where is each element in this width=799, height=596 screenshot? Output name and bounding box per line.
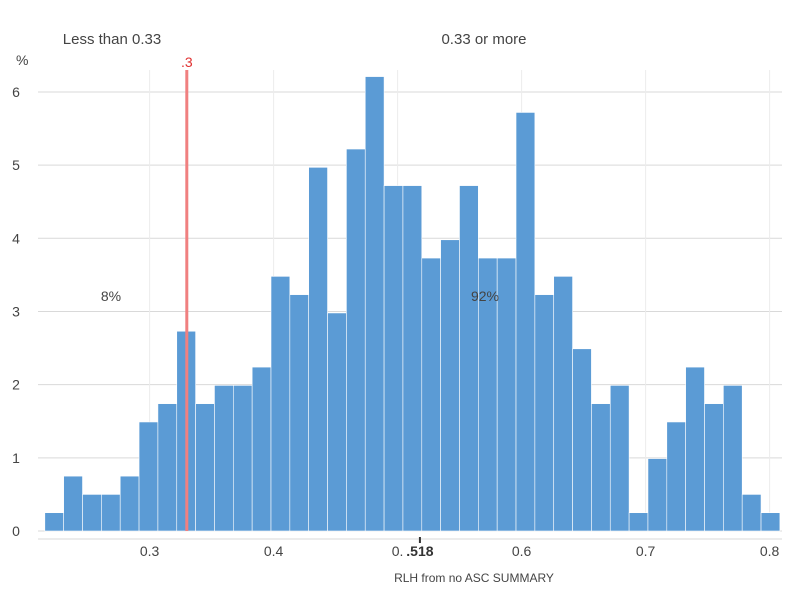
histogram-bar bbox=[572, 348, 592, 532]
y-tick-label: 5 bbox=[12, 157, 20, 173]
x-axis-title: RLH from no ASC SUMMARY bbox=[394, 571, 554, 585]
y-tick-label: 6 bbox=[12, 84, 20, 100]
histogram-bar bbox=[402, 185, 423, 532]
y-tick-label: 2 bbox=[12, 377, 20, 393]
histogram-bar bbox=[327, 312, 347, 532]
y-axis-ticks: 0 1 2 3 4 5 6 bbox=[12, 84, 20, 539]
histogram-bar bbox=[666, 421, 686, 532]
y-tick-label: 4 bbox=[12, 230, 20, 246]
histogram-bar bbox=[157, 403, 178, 532]
histogram-bar bbox=[383, 185, 404, 532]
histogram-bar bbox=[364, 76, 385, 532]
histogram-bar bbox=[760, 512, 781, 532]
histogram-bar bbox=[214, 385, 234, 532]
histogram-bar bbox=[138, 421, 159, 532]
region-right-percent: 92% bbox=[471, 288, 499, 304]
histogram-bar bbox=[534, 294, 555, 532]
histogram-bar bbox=[704, 403, 724, 532]
x-axis-ticks: 0.3 0.4 0. 0.6 0.7 0.8 bbox=[140, 543, 780, 559]
histogram-bar bbox=[459, 185, 479, 532]
y-tick-label: 1 bbox=[12, 450, 20, 466]
histogram-bar bbox=[723, 385, 743, 532]
histogram-bar bbox=[270, 276, 291, 532]
y-axis-unit: % bbox=[16, 52, 28, 68]
histogram-bar bbox=[251, 366, 272, 532]
region-left-percent: 8% bbox=[101, 288, 121, 304]
x-tick-label: 0.8 bbox=[760, 543, 780, 559]
histogram-bar bbox=[101, 494, 121, 532]
x-tick-label: 0.4 bbox=[264, 543, 284, 559]
x-tick-label: 0. bbox=[392, 543, 404, 559]
histogram-bar bbox=[515, 112, 536, 532]
histogram-bar bbox=[289, 294, 309, 532]
x-tick-label: 0.3 bbox=[140, 543, 160, 559]
histogram-bar bbox=[63, 475, 83, 532]
histogram-bar bbox=[233, 385, 253, 532]
histogram-bar bbox=[440, 239, 460, 532]
histogram-bar bbox=[647, 458, 668, 532]
y-tick-label: 3 bbox=[12, 303, 20, 319]
histogram-bars bbox=[44, 76, 781, 532]
histogram-bar bbox=[44, 512, 64, 532]
cutoff-label: .3 bbox=[181, 54, 193, 70]
histogram-bar bbox=[119, 475, 140, 532]
region-left-label: Less than 0.33 bbox=[63, 31, 161, 48]
histogram-bar bbox=[421, 257, 441, 532]
histogram-bar bbox=[346, 148, 366, 532]
x-tick-label: 0.7 bbox=[636, 543, 656, 559]
histogram-bar bbox=[591, 403, 611, 532]
histogram-bar bbox=[553, 276, 573, 532]
histogram-bar bbox=[195, 403, 215, 532]
histogram-bar bbox=[82, 494, 102, 532]
x-tick-label: 0.6 bbox=[512, 543, 532, 559]
y-tick-label: 0 bbox=[12, 523, 20, 539]
histogram-bar bbox=[685, 366, 705, 532]
histogram-bar bbox=[496, 257, 517, 532]
histogram-bar bbox=[628, 512, 649, 532]
histogram-bar bbox=[741, 494, 762, 532]
histogram-bar bbox=[308, 167, 328, 532]
mean-label: .518 bbox=[406, 543, 433, 559]
region-right-label: 0.33 or more bbox=[441, 31, 526, 48]
histogram-bar bbox=[609, 385, 630, 532]
